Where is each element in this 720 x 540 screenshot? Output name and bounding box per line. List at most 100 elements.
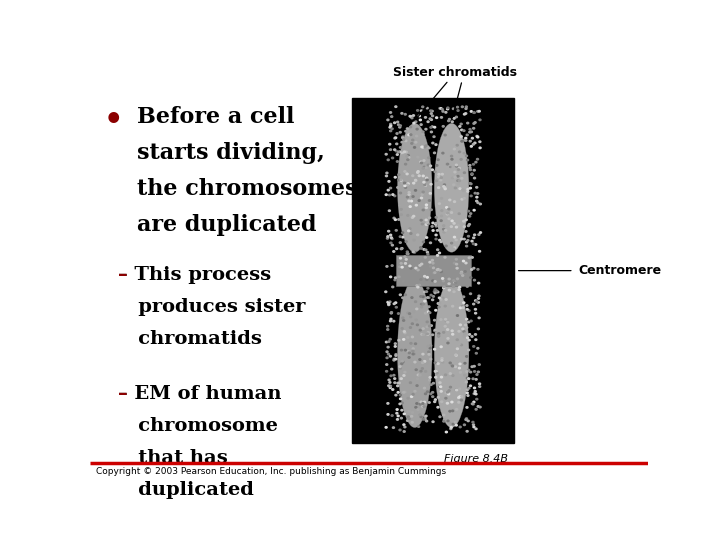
Circle shape bbox=[402, 297, 404, 299]
Circle shape bbox=[413, 183, 415, 184]
Circle shape bbox=[446, 207, 448, 208]
Circle shape bbox=[434, 289, 436, 291]
Circle shape bbox=[472, 303, 474, 305]
Circle shape bbox=[462, 190, 464, 192]
Circle shape bbox=[464, 374, 466, 376]
Circle shape bbox=[418, 285, 420, 286]
Circle shape bbox=[435, 224, 437, 225]
Circle shape bbox=[431, 113, 432, 114]
Circle shape bbox=[414, 390, 416, 392]
Circle shape bbox=[431, 209, 432, 211]
Circle shape bbox=[400, 258, 402, 259]
Circle shape bbox=[467, 395, 469, 396]
Circle shape bbox=[410, 116, 412, 117]
Circle shape bbox=[411, 143, 413, 144]
Circle shape bbox=[469, 187, 472, 189]
Circle shape bbox=[465, 231, 467, 232]
Circle shape bbox=[451, 156, 453, 157]
Circle shape bbox=[419, 403, 421, 405]
Circle shape bbox=[478, 111, 480, 112]
Circle shape bbox=[399, 403, 401, 404]
Circle shape bbox=[470, 320, 472, 322]
Circle shape bbox=[451, 364, 453, 366]
Circle shape bbox=[401, 363, 402, 364]
Circle shape bbox=[427, 332, 429, 333]
Circle shape bbox=[387, 346, 389, 348]
Circle shape bbox=[464, 172, 465, 173]
Circle shape bbox=[474, 308, 477, 310]
Circle shape bbox=[431, 334, 433, 335]
Circle shape bbox=[431, 119, 433, 120]
Circle shape bbox=[436, 373, 438, 374]
Circle shape bbox=[386, 351, 388, 353]
Circle shape bbox=[476, 200, 477, 202]
Circle shape bbox=[402, 232, 404, 233]
Circle shape bbox=[398, 340, 400, 341]
Circle shape bbox=[423, 181, 425, 183]
Circle shape bbox=[446, 108, 449, 110]
Circle shape bbox=[410, 233, 412, 234]
Circle shape bbox=[444, 134, 446, 136]
Circle shape bbox=[453, 222, 455, 224]
Circle shape bbox=[408, 200, 410, 202]
Circle shape bbox=[419, 265, 421, 266]
Circle shape bbox=[441, 177, 442, 178]
Circle shape bbox=[399, 266, 401, 268]
Circle shape bbox=[467, 337, 469, 339]
Circle shape bbox=[424, 184, 426, 186]
Circle shape bbox=[461, 344, 462, 346]
Circle shape bbox=[437, 268, 439, 270]
Circle shape bbox=[475, 393, 477, 395]
Circle shape bbox=[459, 167, 460, 169]
Circle shape bbox=[443, 332, 445, 333]
Circle shape bbox=[397, 313, 400, 314]
Circle shape bbox=[434, 292, 436, 294]
Circle shape bbox=[448, 393, 449, 395]
Circle shape bbox=[402, 152, 403, 154]
Circle shape bbox=[443, 286, 445, 287]
Circle shape bbox=[417, 269, 419, 271]
Circle shape bbox=[432, 230, 434, 231]
Circle shape bbox=[428, 223, 429, 225]
Text: produces sister: produces sister bbox=[118, 298, 305, 316]
Circle shape bbox=[396, 143, 397, 145]
Circle shape bbox=[425, 370, 427, 372]
Circle shape bbox=[467, 308, 468, 310]
Circle shape bbox=[464, 113, 466, 115]
Circle shape bbox=[476, 374, 478, 375]
Circle shape bbox=[465, 219, 467, 220]
Circle shape bbox=[390, 124, 392, 125]
Circle shape bbox=[391, 415, 393, 416]
Circle shape bbox=[477, 202, 479, 204]
Circle shape bbox=[401, 141, 403, 143]
Circle shape bbox=[420, 264, 423, 265]
Circle shape bbox=[479, 383, 480, 384]
Circle shape bbox=[472, 144, 474, 145]
Circle shape bbox=[442, 361, 444, 363]
Circle shape bbox=[446, 431, 447, 433]
Circle shape bbox=[416, 129, 418, 130]
Circle shape bbox=[473, 401, 475, 403]
Circle shape bbox=[451, 306, 454, 307]
Circle shape bbox=[418, 374, 419, 376]
Circle shape bbox=[397, 382, 399, 384]
Circle shape bbox=[436, 269, 438, 271]
Circle shape bbox=[420, 161, 422, 163]
Circle shape bbox=[433, 348, 436, 350]
Circle shape bbox=[431, 131, 433, 133]
Circle shape bbox=[441, 215, 443, 217]
Circle shape bbox=[390, 320, 392, 322]
Circle shape bbox=[397, 219, 400, 220]
Circle shape bbox=[426, 297, 428, 298]
Circle shape bbox=[470, 131, 472, 133]
Circle shape bbox=[395, 219, 397, 220]
Circle shape bbox=[394, 195, 396, 197]
Circle shape bbox=[398, 382, 400, 384]
Circle shape bbox=[391, 128, 393, 130]
Circle shape bbox=[393, 360, 395, 361]
Circle shape bbox=[436, 165, 438, 166]
Circle shape bbox=[423, 303, 424, 305]
Text: are duplicated: are duplicated bbox=[138, 214, 317, 235]
Circle shape bbox=[456, 264, 458, 265]
Circle shape bbox=[390, 319, 392, 320]
